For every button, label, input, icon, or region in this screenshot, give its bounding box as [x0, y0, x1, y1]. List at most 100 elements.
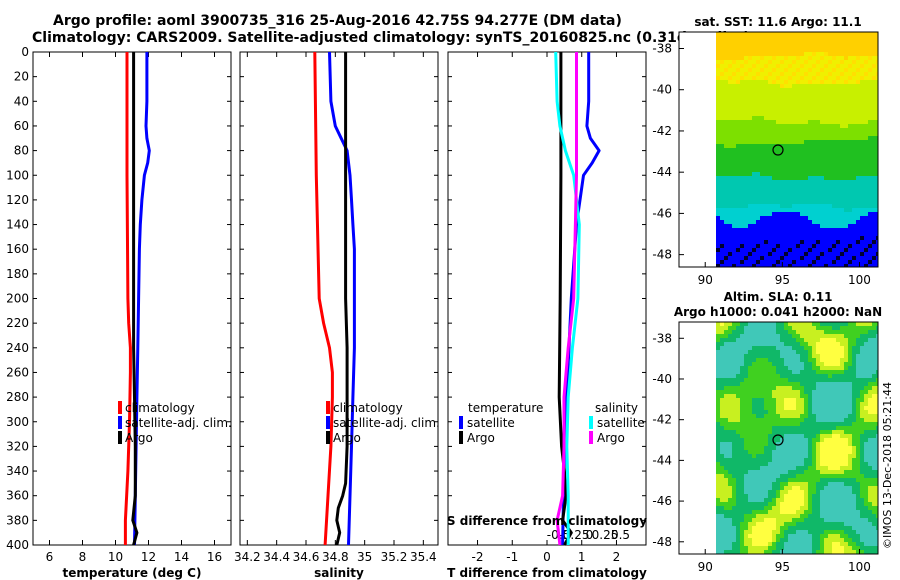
legend-label-temperature-satellite: satellite [467, 416, 515, 430]
x-tick-label: 10 [108, 550, 123, 564]
sla-map-subtitle: Argo h1000: 0.041 h2000: NaN [674, 305, 882, 319]
temperature-plot-frame [32, 51, 232, 546]
y-tick-label: 40 [14, 94, 29, 108]
series-line [561, 52, 601, 546]
y-tick-label: 220 [6, 316, 29, 330]
x-tick-label: -2 [472, 550, 484, 564]
s-tick-label: 0.5 [611, 528, 630, 542]
lon-tick-label: 100 [848, 273, 871, 287]
y-tick-label: 100 [6, 168, 29, 182]
s-difference-xlabel: S difference from climatology [447, 514, 647, 528]
sst-lon-ticks: 90 95 100 [698, 262, 871, 287]
depth-axis-ticks: 0 20 40 60 80 100 120 140 160 180 200 220 240 260 280 3… [6, 45, 29, 552]
legend-title-temperature: temperature [468, 401, 543, 415]
lat-tick-label: -44 [652, 453, 672, 467]
legend-swatch-argo [326, 431, 330, 444]
series-line [133, 52, 151, 546]
series-line [328, 51, 356, 546]
y-tick-label: 20 [14, 70, 29, 84]
sla-map-frame [678, 321, 879, 555]
salinity-lines [313, 51, 356, 546]
x-tick-label: 16 [207, 550, 222, 564]
series-line [313, 51, 334, 546]
legend-label-satellite: satellite-adj. clim. [125, 416, 232, 430]
series-line [554, 51, 581, 545]
legend-swatch-climatology [326, 401, 330, 414]
x-tick-label: 2 [613, 550, 621, 564]
x-tick-label: 35.4 [410, 550, 437, 564]
temperature-panel: 0 20 40 60 80 100 120 140 160 180 200 220 240 260 280 3… [6, 45, 232, 580]
y-tick-label: 400 [6, 538, 29, 552]
s-tick-label: -0.25 [558, 528, 589, 542]
sla-map-title: Altim. SLA: 0.11 [724, 290, 833, 304]
x-tick-label: 0 [543, 550, 551, 564]
legend-label-satellite: satellite-adj. clim. [333, 416, 440, 430]
sst-lat-ticks: -38 -40 -42 -44 -46 -48 [652, 41, 684, 262]
y-tick-label: 240 [6, 341, 29, 355]
sst-map: sat. SST: 11.6 Argo: 11.1 -38 -40 -42 -44 -4… [652, 15, 879, 287]
y-tick-label: 320 [6, 439, 29, 453]
s-tick-label: 0 [586, 528, 594, 542]
lon-tick-label: 100 [848, 560, 871, 574]
y-tick-label: 280 [6, 390, 29, 404]
y-tick-label: 160 [6, 242, 29, 256]
x-tick-label: 14 [174, 550, 189, 564]
legend-label-climatology: climatology [125, 401, 195, 415]
x-tick-label: 8 [79, 550, 87, 564]
legend-label-salinity-satellite: satellite [597, 416, 645, 430]
x-tick-label: 35.2 [381, 550, 408, 564]
lat-tick-label: -40 [652, 83, 672, 97]
series-line [131, 52, 139, 546]
y-tick-label: 340 [6, 464, 29, 478]
salinity-axis-ticks: 34.2 34.4 34.6 34.8 35 35.2 35.4 [234, 52, 437, 564]
sla-lon-ticks: 90 95 100 [698, 549, 871, 574]
sst-map-title: sat. SST: 11.6 Argo: 11.1 [694, 15, 861, 29]
lat-tick-label: -40 [652, 372, 672, 386]
lon-tick-label: 90 [698, 273, 713, 287]
x-tick-label: 34.4 [263, 550, 290, 564]
x-tick-label: 12 [141, 550, 156, 564]
y-tick-label: 0 [21, 45, 29, 59]
lat-tick-label: -46 [652, 494, 672, 508]
lon-tick-label: 95 [775, 273, 790, 287]
lat-tick-label: -48 [652, 535, 672, 549]
legend-swatch-satellite [118, 416, 122, 429]
lat-tick-label: -38 [652, 331, 672, 345]
salinity-plot-frame [239, 51, 439, 546]
temperature-axis-ticks: 6 8 10 12 14 16 [46, 52, 222, 564]
salinity-xlabel: salinity [314, 566, 364, 580]
legend-label-temperature-argo: Argo [467, 431, 495, 445]
lat-tick-label: -42 [652, 413, 672, 427]
sst-map-frame [678, 31, 879, 268]
x-tick-label: 1 [578, 550, 586, 564]
t-difference-xlabel: T difference from climatology [447, 566, 647, 580]
y-tick-label: 260 [6, 365, 29, 379]
y-tick-label: 360 [6, 489, 29, 503]
y-tick-label: 180 [6, 267, 29, 281]
legend-swatch-salinity-satellite [589, 416, 593, 429]
lat-tick-label: -48 [652, 248, 672, 262]
argo-position-marker [772, 434, 784, 446]
legend-swatch-argo [118, 431, 122, 444]
y-tick-label: 140 [6, 218, 29, 232]
lat-tick-label: -38 [652, 41, 672, 55]
temperature-lines [123, 52, 151, 546]
lat-tick-label: -44 [652, 165, 672, 179]
legend-swatch-salinity-argo [589, 431, 593, 444]
series-line [123, 52, 132, 545]
series-line [335, 52, 349, 546]
series-line [555, 52, 578, 546]
temperature-legend: climatology satellite-adj. clim. Argo [118, 401, 232, 445]
legend-swatch-climatology [118, 401, 122, 414]
sla-lat-ticks: -38 -40 -42 -44 -46 -48 [652, 331, 684, 549]
temperature-difference-axis-ticks: -2 -1 0 1 2 [472, 52, 621, 564]
sla-map: Altim. SLA: 0.11 Argo h1000: 0.041 h2000… [652, 290, 882, 574]
legend-label-argo: Argo [333, 431, 361, 445]
x-tick-label: -1 [506, 550, 518, 564]
lat-tick-label: -42 [652, 124, 672, 138]
legend-label-salinity-argo: Argo [597, 431, 625, 445]
lat-tick-label: -46 [652, 206, 672, 220]
difference-plot-frame [447, 51, 647, 546]
